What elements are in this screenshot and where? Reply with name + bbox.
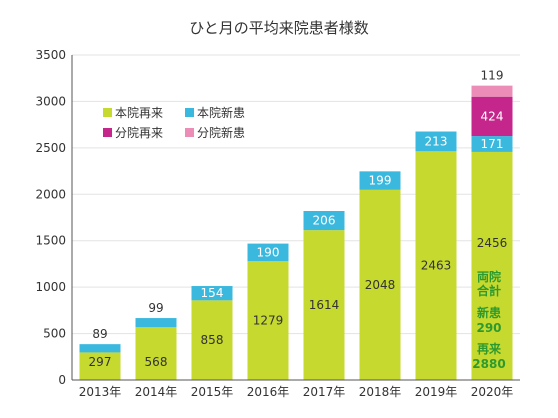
bar-segment bbox=[471, 151, 513, 380]
bar-segment bbox=[471, 136, 513, 152]
data-label: 568 bbox=[145, 355, 168, 369]
x-tick-label: 2017年 bbox=[303, 385, 346, 399]
y-tick-label: 2500 bbox=[35, 141, 66, 155]
y-tick-label: 500 bbox=[43, 327, 66, 341]
data-label: 424 bbox=[481, 109, 504, 123]
legend-swatch bbox=[185, 108, 194, 117]
data-label: 2463 bbox=[421, 259, 452, 273]
legend-swatch bbox=[103, 128, 112, 137]
data-label: 1279 bbox=[253, 314, 284, 328]
x-tick-label: 2020年 bbox=[471, 385, 514, 399]
data-label: 171 bbox=[481, 137, 504, 151]
x-tick-label: 2015年 bbox=[191, 385, 234, 399]
data-label: 2456 bbox=[477, 236, 508, 250]
chart-title: ひと月の平均来院患者様数 bbox=[189, 19, 369, 37]
bar-segment bbox=[135, 318, 177, 328]
data-label: 99 bbox=[148, 301, 163, 315]
x-tick-label: 2013年 bbox=[79, 385, 122, 399]
y-tick-label: 3500 bbox=[35, 48, 66, 62]
annotation-total-header-2: 合計 bbox=[477, 283, 501, 298]
legend-label: 分院新患 bbox=[197, 125, 245, 140]
data-label: 2048 bbox=[365, 278, 396, 292]
bar-segment bbox=[79, 352, 121, 380]
bar-segment bbox=[303, 230, 345, 380]
legend-swatch bbox=[185, 128, 194, 137]
data-label: 858 bbox=[201, 333, 224, 347]
annotation-return-value: 2880 bbox=[472, 357, 505, 371]
data-label: 213 bbox=[425, 134, 448, 148]
data-label: 190 bbox=[257, 245, 280, 259]
bar-segment bbox=[247, 243, 289, 262]
bar-segment bbox=[415, 131, 457, 152]
bar-segment bbox=[359, 189, 401, 380]
data-label: 154 bbox=[201, 286, 224, 300]
annotation-total-header: 両院 bbox=[477, 269, 501, 284]
data-label: 297 bbox=[89, 355, 112, 369]
bar-segment bbox=[471, 96, 513, 137]
data-label: 89 bbox=[92, 327, 107, 341]
y-tick-label: 2000 bbox=[35, 187, 66, 201]
legend-label: 本院再来 bbox=[115, 106, 163, 120]
annotation-2020: 両院 合計 新患 290 再来 2880 bbox=[472, 269, 505, 371]
y-tick-label: 0 bbox=[58, 373, 66, 387]
bars-layer bbox=[79, 85, 513, 380]
bar-segment bbox=[415, 151, 457, 380]
y-tick-label: 1000 bbox=[35, 280, 66, 294]
bar-segment bbox=[247, 261, 289, 380]
y-tick-label: 1500 bbox=[35, 234, 66, 248]
annotation-new-value: 290 bbox=[476, 321, 501, 335]
data-label: 206 bbox=[313, 214, 336, 228]
data-label: 1614 bbox=[309, 298, 340, 312]
bar-segment bbox=[191, 300, 233, 380]
legend-label: 分院再来 bbox=[115, 126, 163, 140]
annotation-return-label: 再来 bbox=[477, 341, 502, 356]
bar-segment bbox=[191, 286, 233, 301]
legend-label: 本院新患 bbox=[197, 105, 245, 120]
grid-layer bbox=[72, 54, 520, 335]
x-tick-label: 2018年 bbox=[359, 385, 402, 399]
axis-layer: 0 500 1000 1500 2000 2500 3000 3500 2013年 2014年 20… bbox=[35, 48, 520, 399]
data-label: 119 bbox=[481, 69, 504, 83]
x-tick-label: 2019年 bbox=[415, 385, 458, 399]
y-tick-label: 3000 bbox=[35, 94, 66, 108]
data-label: 199 bbox=[369, 174, 392, 188]
bar-segment bbox=[359, 171, 401, 190]
x-tick-label: 2014年 bbox=[135, 385, 178, 399]
labels-layer: 297 89 568 99 858 154 1279 190 1614 206 2048 199 246… bbox=[89, 69, 508, 369]
bar-segment bbox=[471, 85, 513, 97]
bar-segment bbox=[135, 327, 177, 380]
bar-segment bbox=[303, 211, 345, 231]
x-tick-label: 2016年 bbox=[247, 385, 290, 399]
legend-swatch bbox=[103, 108, 112, 117]
bar-segment bbox=[79, 344, 121, 353]
annotation-new-label: 新患 bbox=[477, 305, 501, 320]
